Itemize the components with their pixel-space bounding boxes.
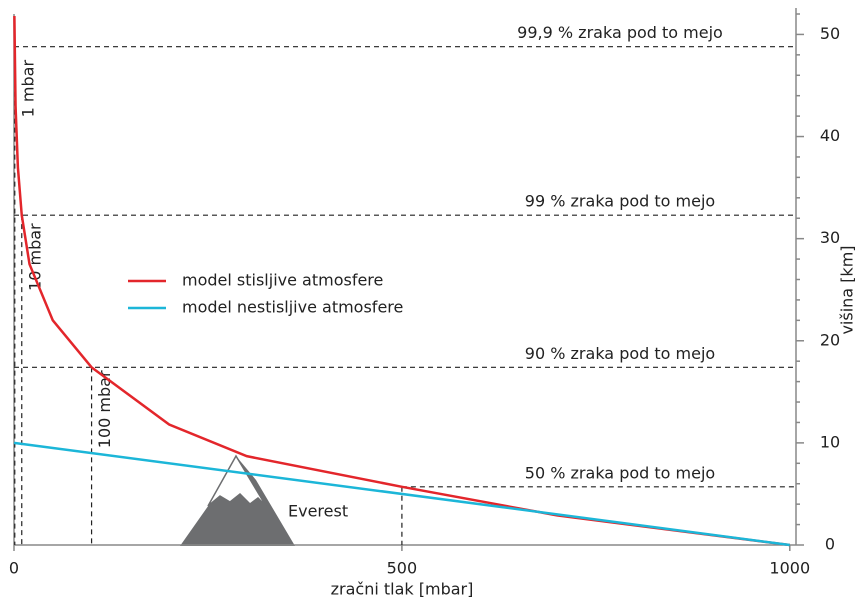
reference-label: 99 % zraka pod to mejo: [525, 192, 715, 211]
data-line: [13, 16, 790, 547]
x-tick-label: 500: [387, 559, 418, 578]
x-tick-label: 0: [9, 559, 19, 578]
reference-label: 99,9 % zraka pod to mejo: [517, 23, 723, 42]
y-tick-label: 20: [820, 330, 840, 349]
y-tick-label: 30: [820, 228, 840, 247]
legend-label: model stisljive atmosfere: [182, 271, 383, 290]
legend-label: model nestisljive atmosfere: [182, 298, 403, 317]
y-tick-label: 10: [820, 432, 840, 451]
reference-x-label: 1 mbar: [18, 60, 37, 118]
x-tick-label: 1000: [769, 559, 810, 578]
y-axis-label: višina [km]: [838, 245, 857, 334]
reference-x-label: 100 mbar: [95, 370, 114, 448]
reference-label: 90 % zraka pod to mejo: [525, 344, 715, 363]
reference-label: 50 % zraka pod to mejo: [525, 463, 715, 482]
y-tick-label: 40: [820, 126, 840, 145]
x-axis-label: zračni tlak [mbar]: [331, 580, 474, 599]
everest-mountain: [180, 454, 295, 546]
y-tick-label: 50: [820, 24, 840, 43]
reference-x-label: 10 mbar: [25, 223, 44, 291]
data-line: [13, 441, 790, 547]
y-tick-label: 0: [825, 535, 835, 554]
mountain-label: Everest: [288, 502, 348, 521]
